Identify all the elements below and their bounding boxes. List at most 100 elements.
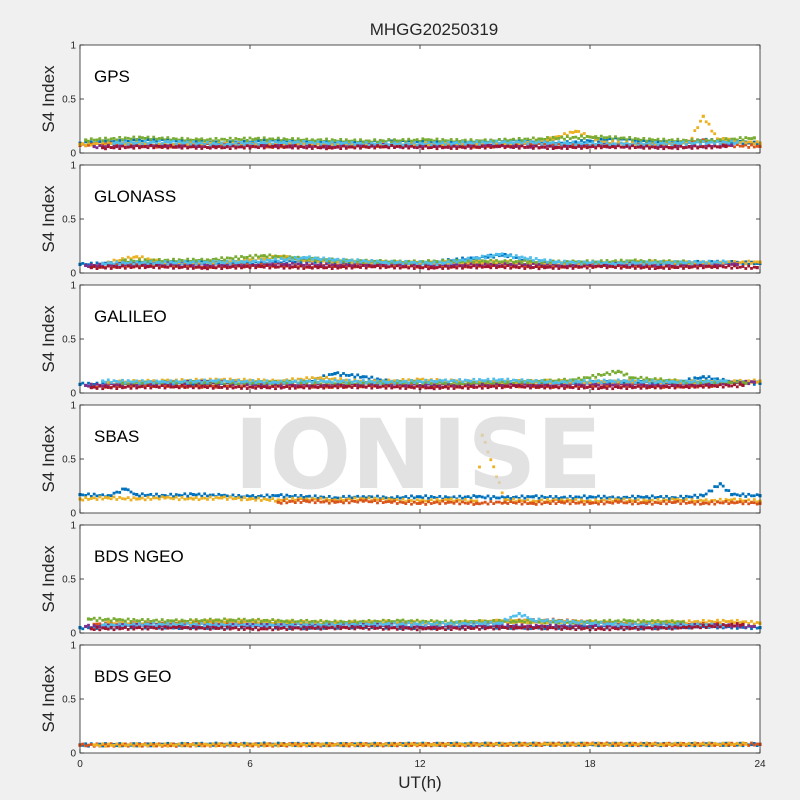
data-point: [461, 264, 464, 267]
data-point: [152, 266, 156, 269]
data-point: [580, 378, 583, 382]
data-point: [645, 265, 649, 269]
data-point: [92, 144, 96, 149]
data-point: [693, 141, 697, 145]
data-point: [364, 262, 368, 265]
data-point: [713, 140, 717, 143]
data-point: [537, 385, 541, 389]
data-point: [665, 143, 668, 146]
data-point: [517, 137, 521, 140]
data-point: [472, 144, 476, 148]
data-point: [274, 494, 277, 498]
data-point: [353, 375, 357, 379]
data-point: [378, 141, 382, 145]
data-point: [497, 138, 501, 141]
data-point: [166, 384, 170, 387]
data-point: [166, 144, 170, 148]
data-point: [393, 266, 396, 270]
data-point: [472, 256, 476, 260]
data-point: [503, 142, 507, 146]
data-point: [520, 380, 524, 384]
data-point: [483, 143, 487, 147]
data-point: [299, 379, 303, 382]
data-point: [282, 258, 286, 262]
data-point: [614, 142, 617, 146]
data-point: [308, 266, 311, 269]
data-point: [186, 381, 190, 385]
data-point: [274, 254, 277, 258]
data-point: [529, 262, 532, 266]
data-point: [104, 139, 107, 143]
data-point: [444, 264, 447, 268]
data-point: [574, 143, 578, 147]
data-point: [752, 378, 756, 382]
data-point: [336, 260, 340, 264]
data-point: [582, 132, 586, 135]
data-point: [200, 147, 204, 150]
data-point: [257, 380, 260, 383]
data-point: [679, 141, 683, 145]
data-point: [143, 258, 147, 262]
data-point: [248, 258, 252, 262]
data-point: [146, 384, 150, 387]
data-point: [274, 138, 277, 142]
data-point: [327, 142, 331, 145]
data-point: [132, 265, 136, 269]
data-point: [191, 260, 195, 264]
data-point: [427, 259, 430, 262]
data-point: [676, 144, 680, 148]
data-point: [257, 139, 260, 143]
data-point: [557, 267, 561, 270]
data-point: [611, 137, 615, 141]
data-point: [118, 382, 122, 386]
data-point: [305, 384, 309, 388]
data-point: [330, 267, 334, 270]
data-point: [619, 141, 623, 145]
data-point: [342, 380, 345, 384]
data-point: [251, 260, 255, 263]
data-point: [599, 373, 603, 377]
data-point: [387, 143, 391, 147]
data-point: [291, 138, 294, 142]
data-point: [203, 260, 207, 264]
data-point: [293, 256, 297, 259]
data-point: [373, 261, 377, 265]
data-point: [395, 379, 399, 383]
data-point: [506, 383, 510, 386]
data-point: [611, 381, 615, 385]
data-point: [208, 384, 212, 388]
data-point: [650, 381, 654, 385]
data-point: [197, 141, 201, 145]
data-point: [208, 379, 212, 383]
data-point: [325, 147, 328, 151]
data-point: [186, 146, 190, 150]
data-point: [418, 380, 422, 383]
data-point: [693, 381, 697, 385]
data-point: [659, 386, 663, 390]
data-point: [118, 266, 122, 269]
data-point: [588, 385, 592, 389]
data-point: [591, 141, 595, 145]
data-point: [568, 264, 572, 268]
data-point: [214, 384, 218, 388]
data-point: [475, 140, 479, 143]
data-point: [512, 141, 515, 145]
data-point: [381, 264, 385, 267]
data-point: [322, 385, 326, 388]
data-point: [540, 380, 544, 384]
data-point: [577, 144, 581, 148]
data-point: [659, 266, 663, 269]
data-point: [659, 260, 663, 263]
data-point: [274, 257, 277, 261]
data-point: [545, 138, 550, 142]
data-point: [597, 136, 600, 140]
data-point: [611, 383, 615, 387]
data-point: [339, 147, 343, 150]
plot-area: [80, 45, 760, 153]
data-point: [699, 139, 702, 143]
data-point: [486, 141, 490, 145]
data-point: [174, 261, 178, 265]
y-tick-label: 0: [70, 269, 76, 280]
data-point: [370, 375, 374, 379]
data-point: [98, 144, 102, 147]
